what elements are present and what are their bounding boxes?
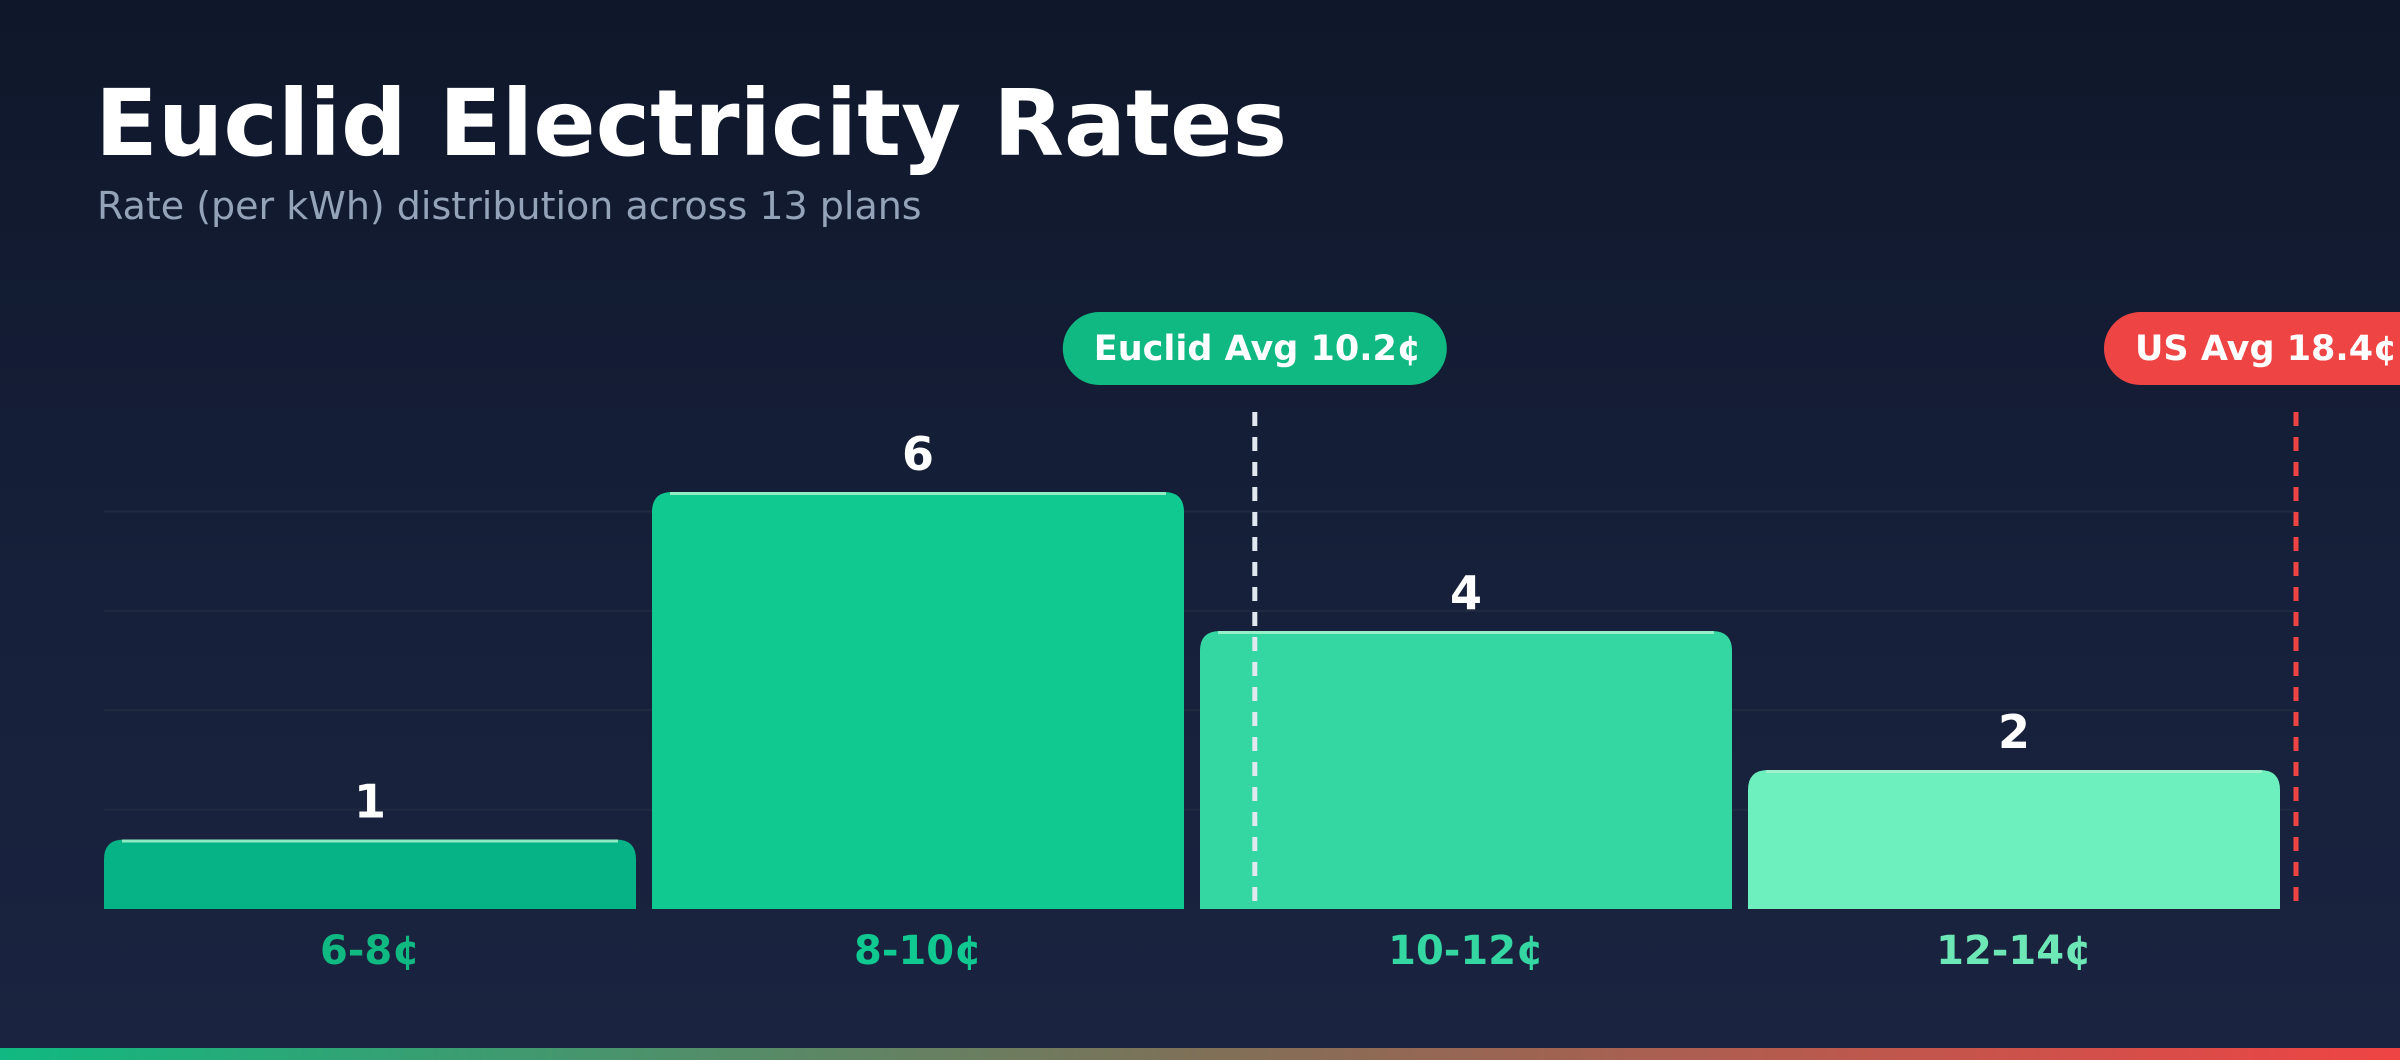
reference-pill — [1062, 312, 1447, 385]
chart-subtitle: Rate (per kWh) distribution across 13 pl… — [97, 184, 922, 228]
bars — [104, 492, 2280, 909]
bar-value-label: 1 — [354, 775, 386, 829]
bottom-accent-strip — [0, 1048, 2400, 1060]
bar-value-label: 6 — [902, 427, 934, 481]
category-tick-label: 12-14¢ — [1936, 928, 2092, 974]
category-tick-label: 6-8¢ — [320, 928, 420, 974]
bar — [1200, 631, 1732, 909]
labels: 1 6-8¢ 6 8-10¢ 4 10-12¢ 2 12-14¢ — [320, 427, 2092, 974]
bar-value-label: 4 — [1450, 566, 1482, 620]
reference-label: US Avg 18.4¢ — [2135, 329, 2397, 369]
chart-title: Euclid Electricity Rates — [95, 70, 1288, 177]
bar — [1748, 770, 2280, 909]
reference-pill — [2104, 312, 2400, 385]
category-tick-label: 8-10¢ — [854, 928, 982, 974]
category-tick-label: 10-12¢ — [1388, 928, 1544, 974]
reference-label: Euclid Avg 10.2¢ — [1094, 329, 1421, 369]
reference-lines: Euclid Avg 10.2¢ US Avg 18.4¢ — [1062, 312, 2400, 908]
bar — [652, 492, 1184, 909]
bar-value-label: 2 — [1998, 705, 2030, 759]
bar — [104, 839, 636, 909]
